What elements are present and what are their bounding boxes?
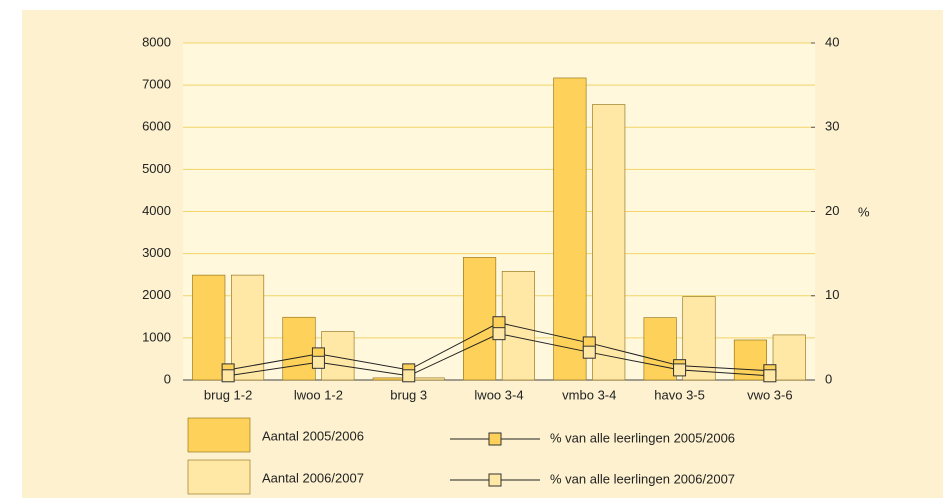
x-tick-label: havo 3-5 [654, 387, 705, 402]
point [402, 369, 416, 383]
point [492, 316, 506, 330]
x-tick-label: brug 1-2 [204, 387, 252, 402]
x-tick-label: vmbo 3-4 [562, 387, 616, 402]
y2-tick-label: 10 [825, 287, 839, 302]
legend-label: Aantal 2005/2006 [262, 428, 364, 443]
x-tick-label: vwo 3-6 [747, 387, 793, 402]
y-tick-label: 4000 [142, 203, 171, 218]
x-tick-label: brug 3 [390, 387, 427, 402]
y-tick-label: 2000 [142, 287, 171, 302]
bar [411, 377, 445, 381]
legend-label: % van alle leerlingen 2005/2006 [550, 430, 735, 445]
point [221, 369, 235, 383]
bar [463, 257, 497, 381]
bar [592, 104, 626, 381]
y2-tick-label: 0 [825, 371, 832, 386]
legend-marker [488, 432, 502, 446]
bar [643, 317, 677, 381]
bar [772, 334, 806, 381]
point [311, 355, 325, 369]
y-tick-label: 5000 [142, 161, 171, 176]
point [582, 345, 596, 359]
x-tick-label: lwoo 1-2 [294, 387, 343, 402]
bar [282, 316, 316, 381]
y2-tick-label: 40 [825, 34, 839, 49]
legend-swatch [187, 459, 251, 495]
y-tick-label: 6000 [142, 119, 171, 134]
y2-tick-label: 30 [825, 119, 839, 134]
y2-tick-label: 20 [825, 203, 839, 218]
bar [372, 377, 406, 381]
bar [501, 271, 535, 381]
y-tick-label: 8000 [142, 34, 171, 49]
y-tick-label: 3000 [142, 245, 171, 260]
bar [553, 77, 587, 381]
x-tick-label: lwoo 3-4 [474, 387, 523, 402]
legend-marker [488, 473, 502, 487]
point [492, 327, 506, 341]
y-tick-label: 7000 [142, 77, 171, 92]
legend-label: % van alle leerlingen 2006/2007 [550, 471, 735, 486]
y2-axis-label: % [858, 204, 870, 219]
point [763, 369, 777, 383]
legend-swatch [187, 417, 251, 453]
y-tick-label: 0 [164, 371, 171, 386]
bar [192, 274, 226, 381]
legend-label: Aantal 2006/2007 [262, 470, 364, 485]
bar [231, 274, 265, 381]
point [673, 363, 687, 377]
y-tick-label: 1000 [142, 329, 171, 344]
